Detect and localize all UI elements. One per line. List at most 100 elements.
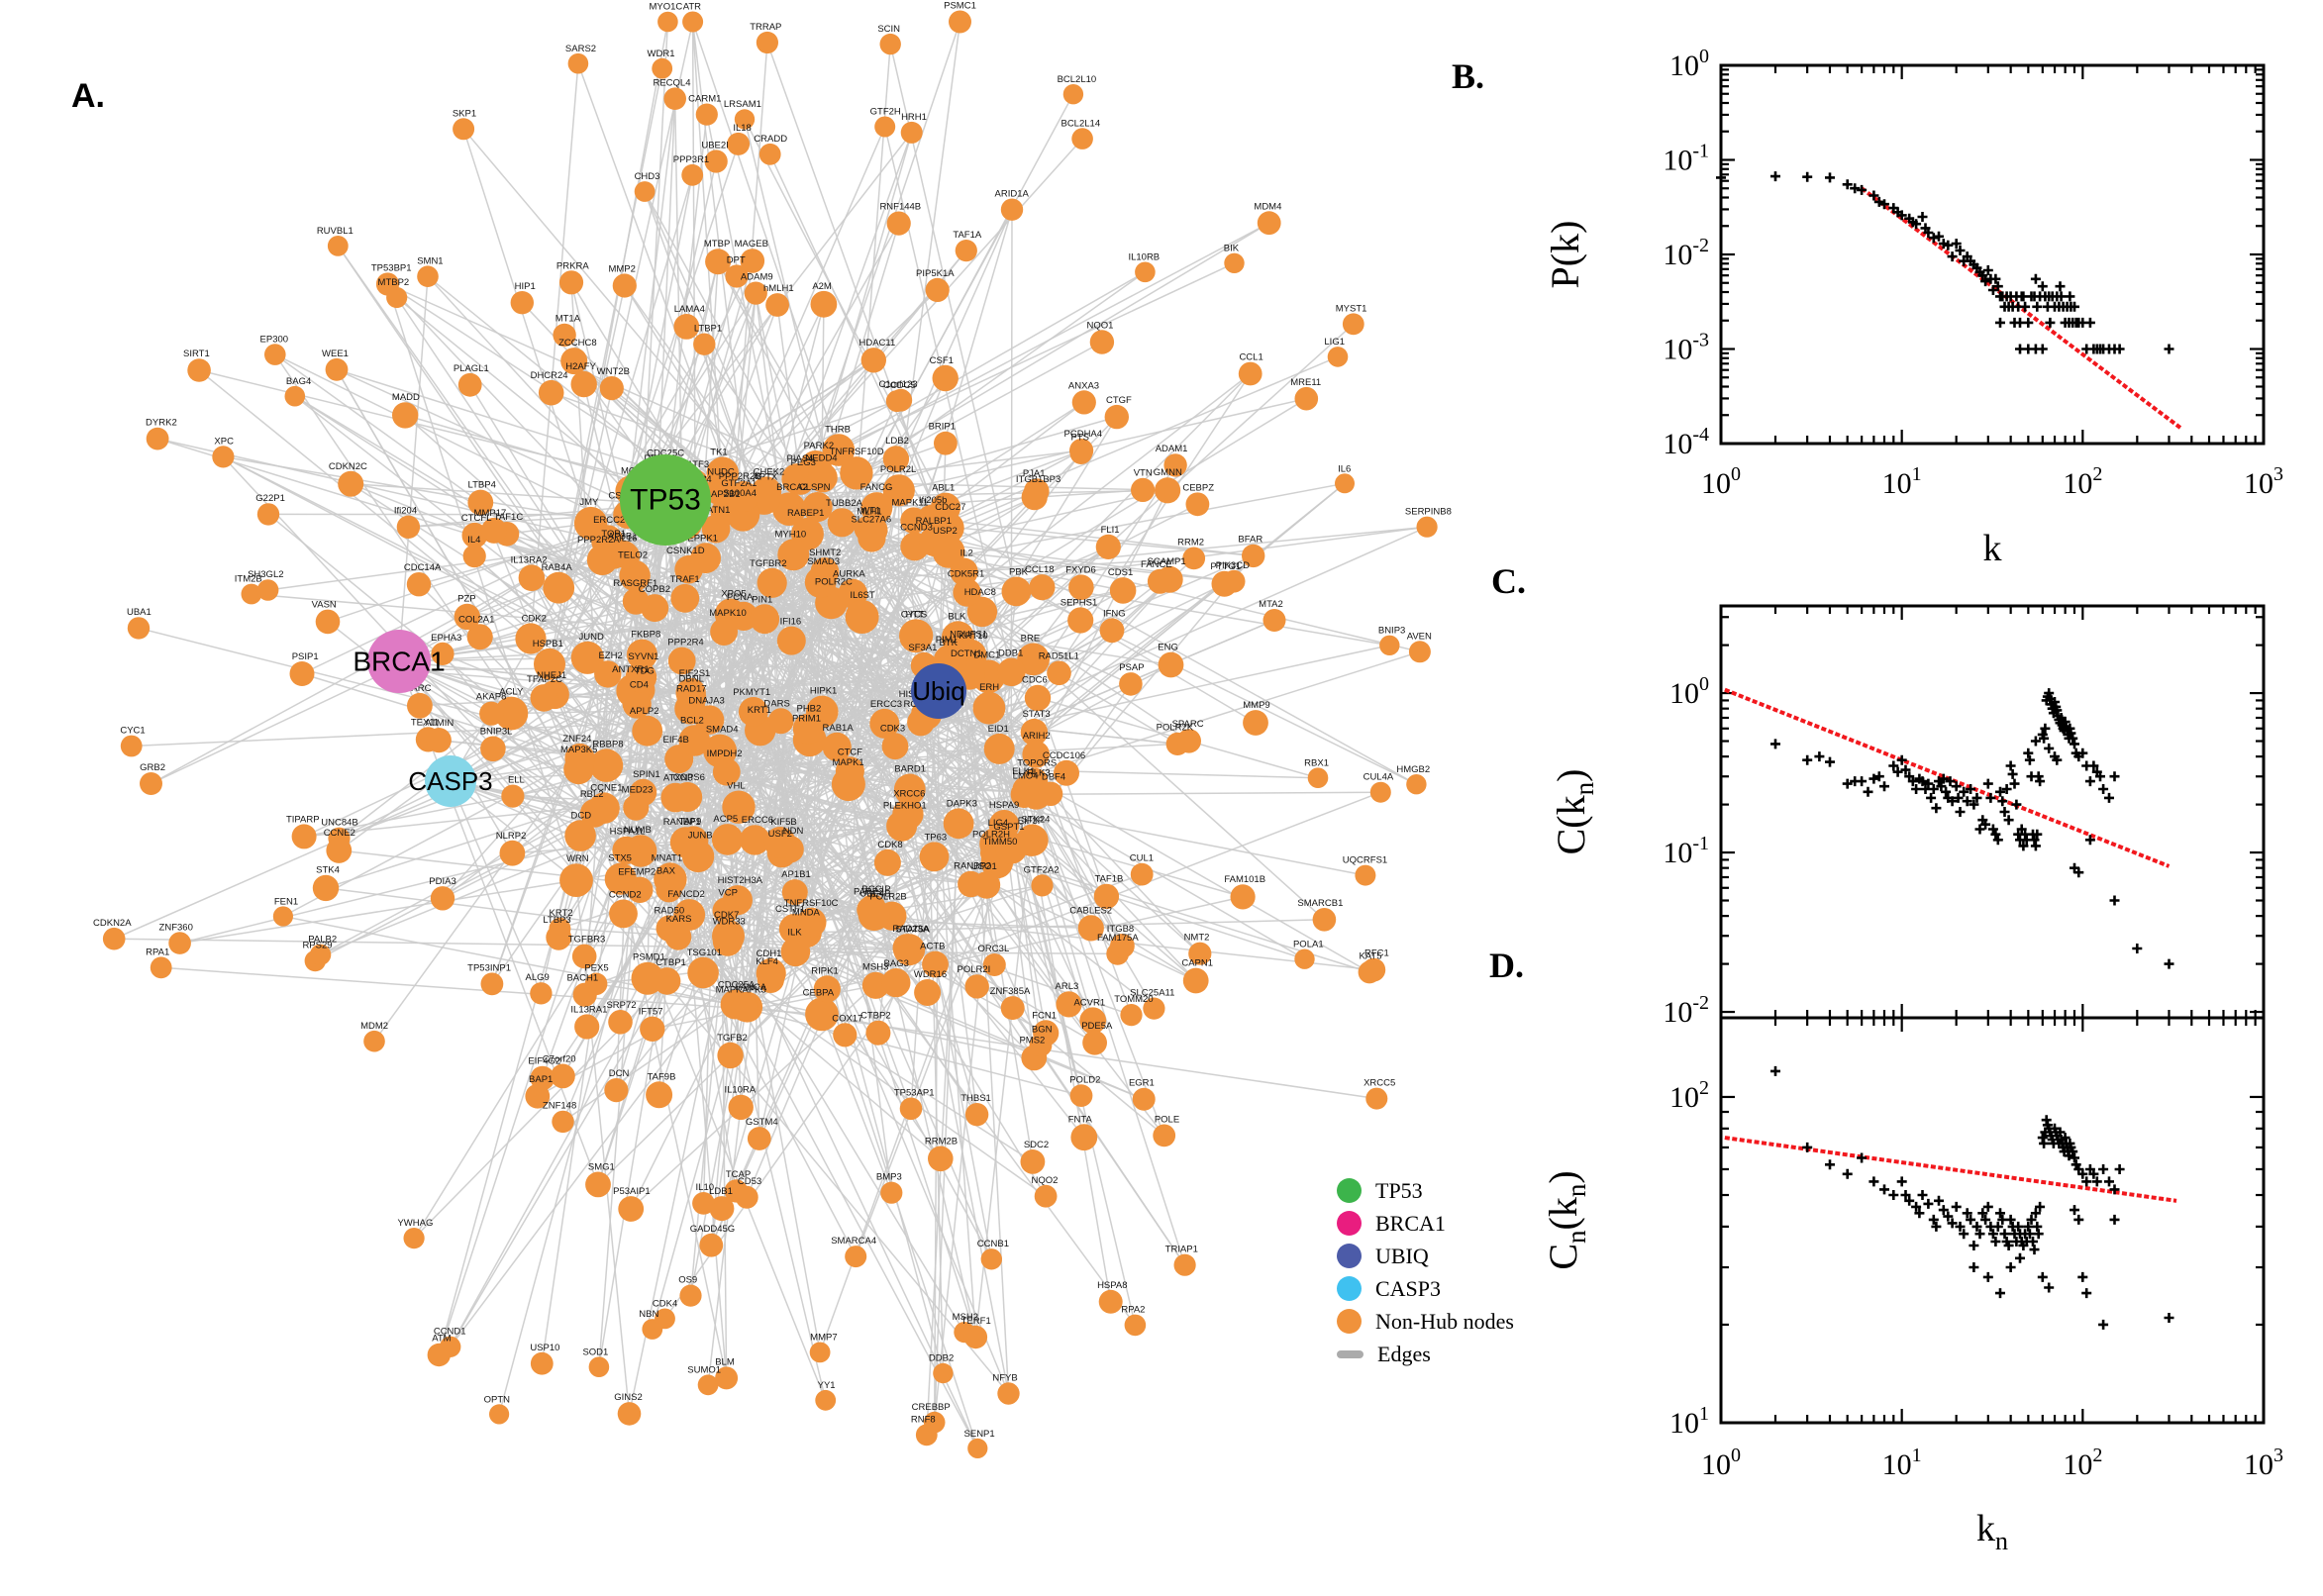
- network-node: [1131, 477, 1156, 502]
- network-node: [667, 647, 696, 675]
- network-node: [780, 937, 811, 967]
- network-node: [1109, 577, 1137, 604]
- network-node-label: CYCS: [901, 610, 927, 621]
- network-node: [1071, 128, 1093, 150]
- network-node-label: BRCA2: [776, 482, 808, 493]
- network-node-label: PEX5: [584, 963, 608, 974]
- network-node: [953, 578, 981, 607]
- network-node-label: CCND2: [609, 890, 642, 901]
- network-node: [1033, 1020, 1060, 1047]
- network-node-label: DCTN1: [951, 648, 982, 659]
- network-node-label: ANTXR1: [612, 664, 649, 675]
- network-node-label: SPARC: [1172, 719, 1204, 730]
- network-node: [530, 982, 553, 1005]
- svg-text:102: 102: [1669, 1077, 1709, 1114]
- network-node-label: FANCD2: [667, 889, 704, 900]
- network-node-label: DBF4: [1042, 772, 1065, 783]
- network-node: [1188, 942, 1212, 965]
- network-node: [923, 1411, 946, 1434]
- network-node-label: ERCC2: [593, 515, 625, 526]
- network-node-label: FNTA: [1068, 1114, 1093, 1125]
- network-node: [1071, 390, 1096, 415]
- network-node: [972, 871, 1001, 899]
- network-node: [822, 732, 852, 762]
- network-node-label: KLF4: [756, 956, 778, 967]
- network-node-label: SMN1: [417, 255, 443, 266]
- network-node-label: EIF4B: [662, 735, 688, 746]
- network-node-label: STAT5A: [895, 924, 930, 935]
- network-node-label: MMP17: [474, 508, 507, 519]
- svg-text:103: 103: [2244, 1445, 2283, 1481]
- network-node-label: BTK: [939, 638, 958, 648]
- network-node: [690, 543, 721, 574]
- network-node-label: DBNL: [679, 673, 704, 684]
- network-node: [585, 1171, 611, 1198]
- network-node-label: CAPN1: [1181, 958, 1213, 969]
- network-node: [967, 1438, 988, 1458]
- network-node: [900, 619, 934, 651]
- network-node: [272, 906, 293, 927]
- legend-label: BRCA1: [1375, 1210, 1446, 1236]
- network-node: [772, 492, 806, 526]
- network-node-label: C7orf20: [543, 1054, 576, 1065]
- network-node-label: SMAD3: [807, 556, 840, 567]
- network-node-label: TSG101: [687, 948, 722, 958]
- network-node: [717, 1042, 744, 1069]
- network-node-label: ERCC6: [742, 815, 773, 826]
- network-node: [599, 376, 624, 401]
- network-node-label: POLD2: [1069, 1074, 1100, 1085]
- network-node: [1120, 1004, 1143, 1027]
- legend-item-casp3: CASP3: [1337, 1272, 1514, 1305]
- network-node: [725, 264, 749, 288]
- network-node: [1069, 442, 1093, 465]
- network-node-label: HMGB2: [1396, 764, 1430, 775]
- network-node: [1355, 864, 1376, 886]
- network-node: [150, 956, 172, 979]
- network-node: [676, 683, 707, 713]
- network-node-label: MAPKAPK5: [716, 985, 766, 996]
- network-node-label: GADD45G: [690, 1224, 735, 1235]
- legend-label: TP53: [1375, 1177, 1423, 1203]
- network-node: [1257, 211, 1281, 236]
- network-node-label: BNIP3L: [480, 727, 513, 738]
- network-node-label: VASN: [312, 600, 337, 611]
- network-node-label: PPP2R2B: [719, 471, 761, 482]
- network-node-label: MYST1: [1336, 303, 1367, 314]
- network-node: [187, 358, 211, 382]
- network-node-label: SDC2: [1024, 1140, 1049, 1150]
- network-node-label: POLE: [1155, 1114, 1179, 1125]
- network-node-label: ORC3L: [978, 944, 1010, 954]
- network-node-label: DNAJA3: [688, 695, 724, 706]
- network-node-label: BCL2L10: [1058, 74, 1097, 85]
- network-node: [1069, 1084, 1093, 1107]
- network-node-label: RRM2B: [925, 1137, 958, 1147]
- network-node: [515, 623, 547, 654]
- network-node: [874, 116, 896, 138]
- network-node-label: KIF5B: [770, 817, 796, 828]
- x-tick-labels: 100 101 102 103: [1701, 1445, 2283, 1481]
- network-node: [687, 956, 719, 989]
- network-node-label: ABL1: [932, 483, 955, 494]
- network-node: [802, 491, 833, 523]
- network-node: [880, 1181, 903, 1204]
- network-node-label: PLEKHO1: [883, 801, 927, 812]
- network-node: [882, 474, 915, 507]
- network-node-label: NDN: [783, 826, 804, 837]
- network-node-label: ACP5: [713, 814, 738, 825]
- network-node: [656, 875, 682, 903]
- network-node-label: RNF8: [911, 1415, 936, 1426]
- axis-box: [1719, 63, 2266, 446]
- network-node: [865, 1020, 891, 1046]
- network-node: [327, 236, 349, 256]
- network-node-label: ALG9: [526, 972, 550, 983]
- network-node-label: TNFRSF10D: [830, 447, 884, 457]
- network-node-label: FKBP8: [631, 630, 660, 641]
- legend-item-tp53: TP53: [1337, 1174, 1514, 1207]
- network-node-label: FXYD6: [1065, 564, 1096, 575]
- network-node-label: MAPK1: [832, 757, 863, 768]
- network-node: [899, 1097, 923, 1121]
- svg-text:101: 101: [1882, 1445, 1922, 1481]
- network-node-label: IL4: [467, 535, 480, 546]
- network-node-label: CHEK2: [754, 466, 785, 477]
- network-node: [663, 87, 686, 110]
